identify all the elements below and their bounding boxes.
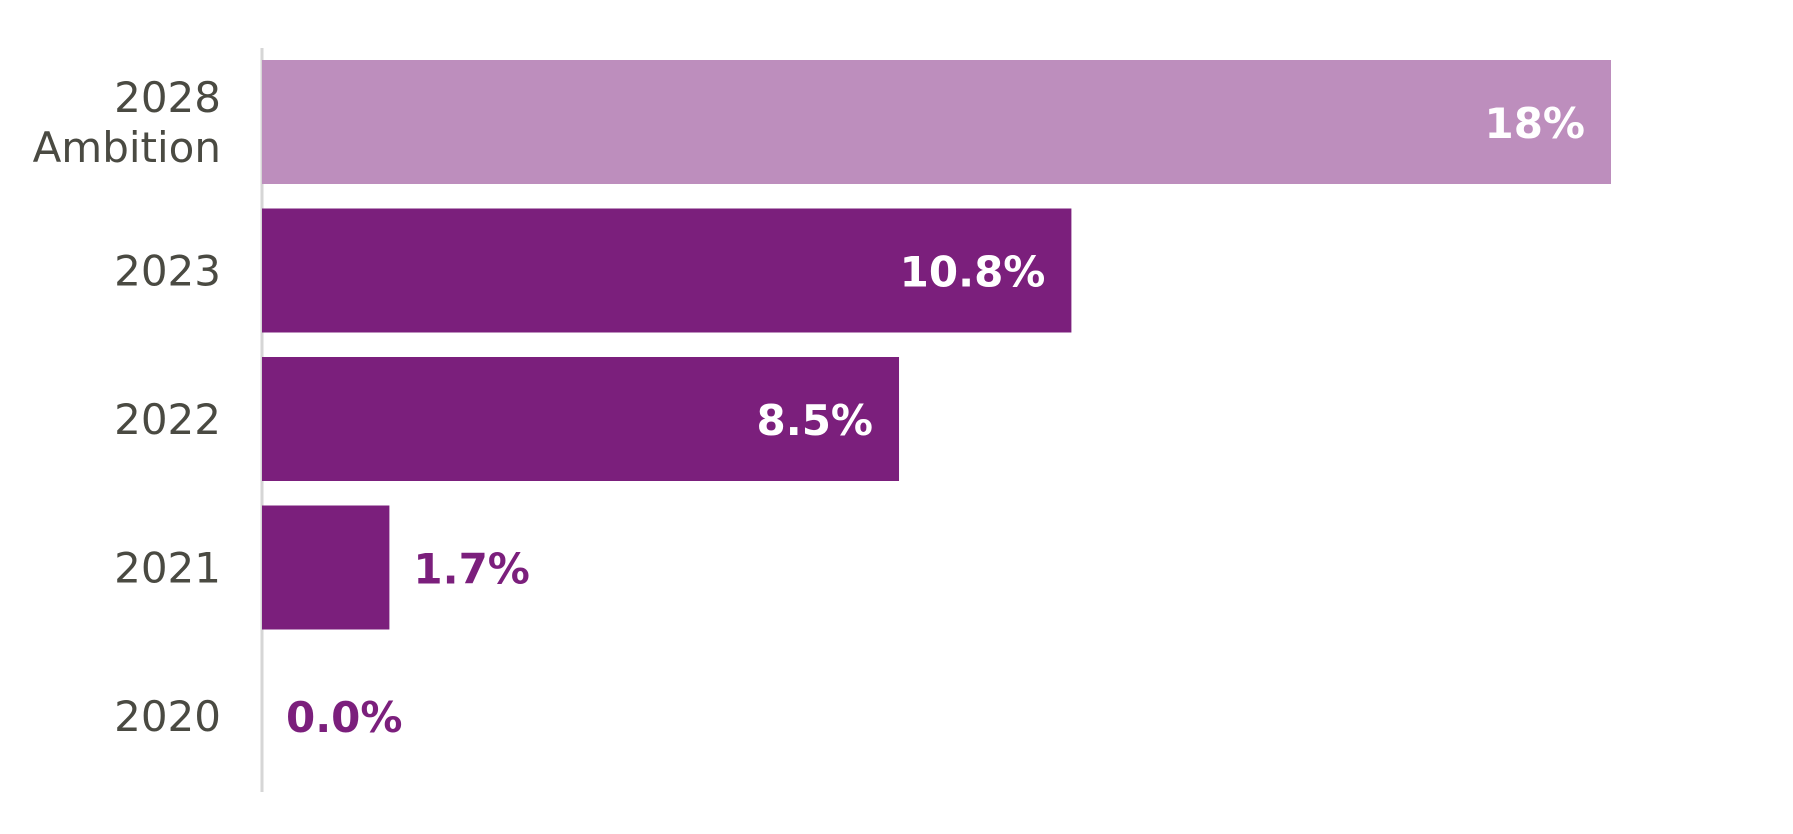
category-label: 2020 xyxy=(114,692,221,741)
data-label: 1.7% xyxy=(413,545,529,594)
bar-2023 xyxy=(262,208,1072,333)
value-labels-group: 18% 10.8% 8.5% 1.7% 0.0% xyxy=(286,99,1585,742)
category-label: 2021 xyxy=(114,544,221,593)
data-label: 18% xyxy=(1484,99,1585,148)
category-label-line: 2023 xyxy=(114,247,221,296)
bar-2022 xyxy=(262,357,900,481)
category-label: 2028 Ambition xyxy=(33,73,221,172)
data-label: 10.8% xyxy=(900,248,1046,297)
category-label: 2022 xyxy=(114,395,221,444)
category-label-line: 2020 xyxy=(114,692,221,741)
bar-2028-ambition xyxy=(262,60,1611,184)
bars-group xyxy=(262,60,1611,630)
category-label-line: 2022 xyxy=(114,395,221,444)
bar-2021 xyxy=(262,505,390,630)
data-label: 0.0% xyxy=(286,693,402,742)
category-label-line: Ambition xyxy=(33,123,221,172)
category-labels-group: 2028 Ambition 2023 2022 2021 2020 xyxy=(33,73,221,741)
category-label-line: 2021 xyxy=(114,544,221,593)
category-label: 2023 xyxy=(114,247,221,296)
data-label: 8.5% xyxy=(757,396,873,445)
category-label-line: 2028 xyxy=(114,73,221,122)
